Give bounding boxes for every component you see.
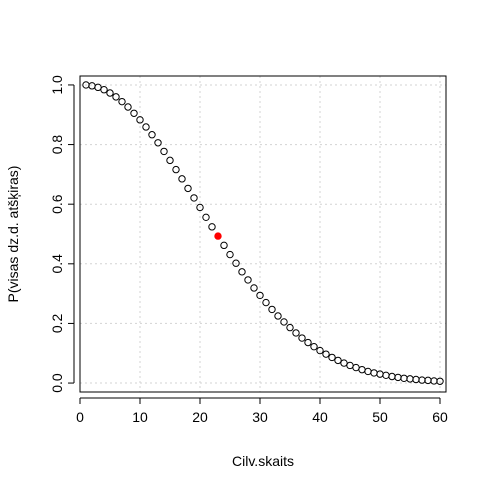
data-point bbox=[112, 93, 120, 101]
data-point bbox=[232, 259, 240, 267]
data-point bbox=[178, 175, 186, 183]
data-point bbox=[346, 361, 354, 370]
x-tick-label-4: 40 bbox=[312, 409, 328, 425]
x-tick-label-0: 0 bbox=[76, 409, 84, 425]
data-point bbox=[418, 376, 426, 384]
data-point bbox=[298, 334, 306, 342]
data-point bbox=[316, 346, 324, 355]
data-point bbox=[322, 350, 330, 358]
y-axis: 0.0 0.2 0.4 0.6 0.8 1.0 bbox=[49, 75, 75, 393]
grid-lines bbox=[79, 76, 446, 392]
data-points bbox=[82, 81, 444, 385]
data-point bbox=[100, 86, 108, 94]
data-point bbox=[286, 323, 294, 332]
y-tick-label-4: 0.8 bbox=[49, 135, 65, 155]
x-tick-label-6: 60 bbox=[432, 409, 448, 425]
data-point bbox=[268, 305, 276, 314]
data-point bbox=[148, 131, 156, 139]
y-tick-label-0: 0.0 bbox=[49, 373, 65, 393]
data-point bbox=[274, 312, 282, 320]
data-point bbox=[226, 250, 234, 259]
data-point bbox=[250, 284, 258, 292]
data-point bbox=[202, 213, 210, 222]
data-point bbox=[364, 367, 372, 376]
data-point bbox=[382, 371, 390, 380]
data-point bbox=[208, 223, 216, 231]
data-point bbox=[436, 377, 444, 385]
data-point bbox=[388, 372, 396, 381]
x-axis: 0 10 20 30 40 50 60 bbox=[76, 397, 448, 425]
x-tick-label-5: 50 bbox=[372, 409, 388, 425]
data-point bbox=[430, 377, 438, 385]
y-tick-label-3: 0.6 bbox=[49, 194, 65, 214]
x-axis-title: Cilv.skaits bbox=[232, 453, 294, 469]
data-point bbox=[292, 329, 300, 337]
data-point bbox=[262, 298, 270, 307]
data-point bbox=[424, 376, 432, 385]
data-point bbox=[118, 97, 126, 106]
data-point bbox=[142, 123, 150, 131]
data-point bbox=[400, 374, 408, 382]
data-point bbox=[94, 83, 102, 92]
data-point bbox=[166, 156, 174, 165]
highlighted-point bbox=[214, 232, 222, 240]
data-point bbox=[328, 353, 336, 362]
data-point bbox=[280, 318, 288, 326]
data-point bbox=[136, 116, 144, 124]
x-tick-label-2: 20 bbox=[192, 409, 208, 425]
data-point bbox=[244, 276, 252, 284]
data-point bbox=[124, 103, 132, 111]
plot-frame bbox=[79, 75, 447, 393]
data-point bbox=[310, 342, 318, 351]
data-point bbox=[352, 363, 360, 372]
data-point bbox=[358, 365, 366, 374]
y-tick-label-5: 1.0 bbox=[49, 75, 65, 95]
data-point bbox=[238, 268, 246, 276]
data-point bbox=[184, 184, 192, 193]
data-point bbox=[190, 194, 198, 202]
y-tick-label-1: 0.2 bbox=[49, 313, 65, 333]
x-tick-label-3: 30 bbox=[252, 409, 268, 425]
data-point bbox=[370, 369, 378, 377]
data-point bbox=[130, 109, 138, 117]
x-tick-label-1: 10 bbox=[132, 409, 148, 425]
data-point bbox=[160, 147, 168, 156]
data-point bbox=[340, 359, 348, 367]
data-point bbox=[88, 82, 96, 90]
data-point bbox=[196, 203, 204, 212]
data-point bbox=[220, 241, 228, 250]
data-point bbox=[106, 89, 114, 97]
data-point bbox=[334, 356, 342, 365]
data-point bbox=[412, 375, 420, 384]
data-point bbox=[154, 139, 162, 147]
y-axis-title: P(visas dz.d. atšķiras) bbox=[5, 166, 21, 303]
y-tick-label-2: 0.4 bbox=[49, 254, 65, 274]
data-point bbox=[394, 373, 402, 382]
data-point bbox=[172, 165, 180, 174]
data-point bbox=[406, 375, 414, 383]
data-point bbox=[304, 338, 312, 347]
data-point bbox=[256, 291, 264, 300]
